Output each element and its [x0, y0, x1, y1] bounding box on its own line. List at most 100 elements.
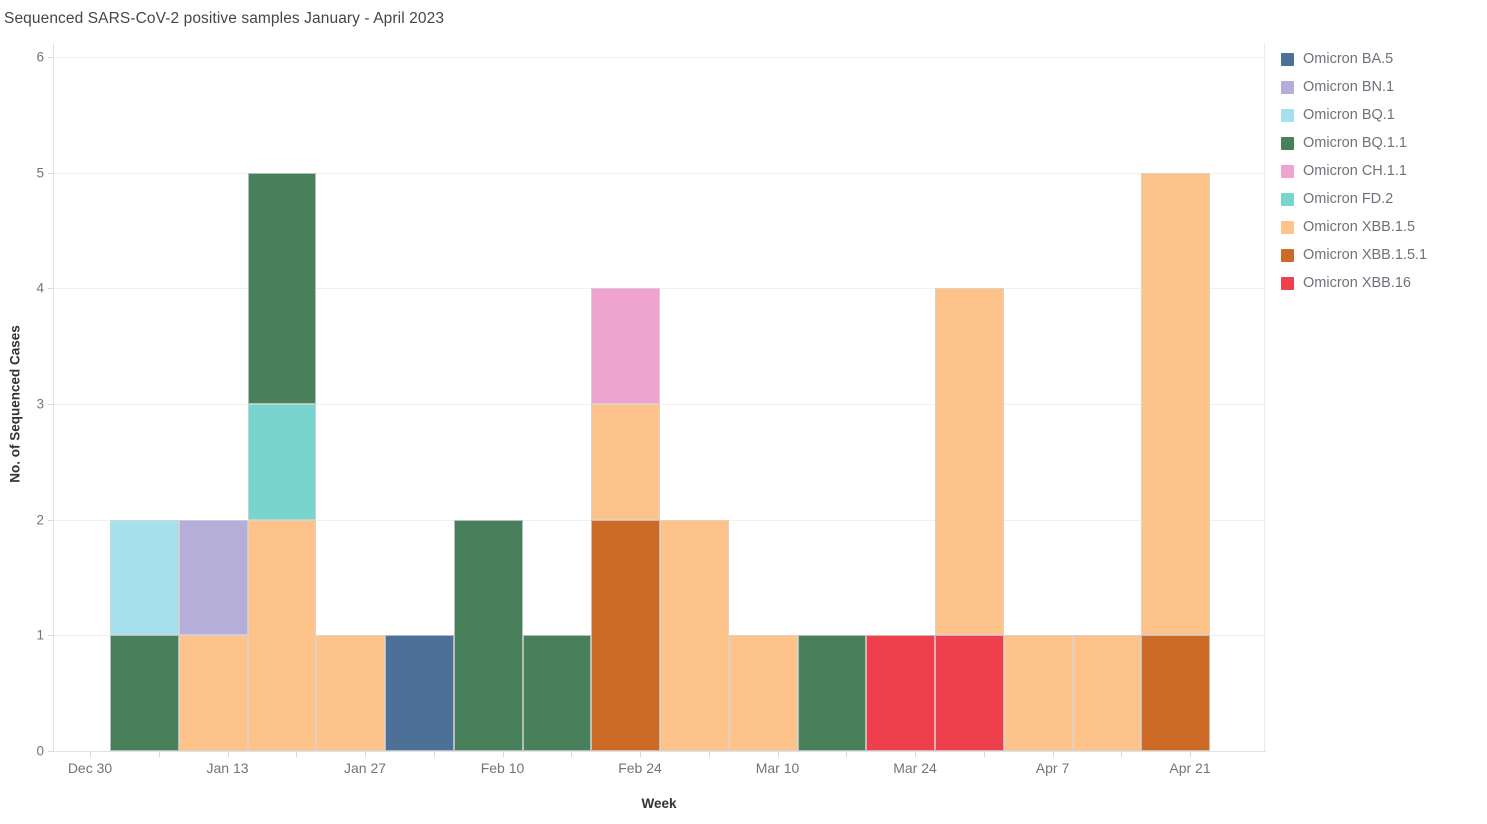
legend-swatch-omicron-xbb-16	[1281, 276, 1294, 290]
x-tick-mark	[915, 752, 916, 757]
x-tick-mark	[1121, 752, 1123, 757]
plot-right-border	[1264, 43, 1265, 751]
y-tick-mark	[48, 751, 53, 752]
x-tick-label: Dec 30	[67, 760, 113, 776]
legend-swatch-omicron-fd-2	[1281, 192, 1294, 206]
segment-omicron-xbb-1-5[interactable]	[316, 635, 385, 751]
legend: Omicron BA.5 Omicron BN.1 Omicron BQ.1 Omic…	[1281, 45, 1427, 297]
legend-label: Omicron BQ.1	[1303, 107, 1395, 123]
segment-omicron-bq-1-1[interactable]	[797, 635, 867, 751]
segment-omicron-xbb-1-5-1[interactable]	[591, 519, 660, 751]
x-tick-label: Apr 21	[1169, 760, 1211, 776]
y-tick-label: 5	[36, 165, 44, 181]
bar-week-feb-24	[591, 288, 660, 751]
legend-item-omicron-fd-2[interactable]: Omicron FD.2	[1281, 185, 1427, 213]
legend-swatch-omicron-xbb-1-5-1	[1281, 248, 1294, 262]
segment-omicron-bq-1-1[interactable]	[522, 635, 592, 751]
y-tick-mark	[48, 635, 53, 637]
y-tick-label: 3	[36, 396, 44, 412]
legend-label: Omicron BA.5	[1303, 51, 1394, 67]
x-tick-label: Mar 24	[893, 760, 937, 776]
bar-week-mar-3	[660, 519, 729, 751]
bar-week-feb-3	[385, 635, 454, 751]
legend-label: Omicron XBB.1.5	[1303, 219, 1416, 235]
y-axis-title: No. of Sequenced Cases	[7, 325, 23, 483]
legend-label: Omicron XBB.1.5.1	[1303, 247, 1428, 263]
legend-item-omicron-bq-1-1[interactable]: Omicron BQ.1.1	[1281, 129, 1427, 157]
y-tick-label: 1	[36, 627, 44, 643]
segment-omicron-xbb-16[interactable]	[935, 635, 1004, 751]
legend-item-omicron-xbb-16[interactable]: Omicron XBB.16	[1281, 269, 1427, 297]
legend-label: Omicron CH.1.1	[1303, 163, 1407, 179]
segment-omicron-bn-1[interactable]	[178, 519, 248, 636]
y-tick-label: 4	[36, 280, 44, 296]
segment-omicron-xbb-16[interactable]	[866, 635, 935, 751]
x-tick-mark	[1190, 752, 1191, 757]
segment-omicron-ba-5[interactable]	[385, 635, 454, 751]
bar-week-mar-10	[728, 635, 798, 751]
x-tick-mark	[90, 752, 91, 757]
legend-label: Omicron BN.1	[1303, 79, 1395, 95]
legend-item-omicron-ba-5[interactable]: Omicron BA.5	[1281, 45, 1427, 73]
legend-label: Omicron XBB.16	[1303, 275, 1411, 291]
segment-omicron-xbb-1-5[interactable]	[1003, 635, 1073, 751]
x-tick-mark	[296, 752, 298, 757]
legend-label: Omicron FD.2	[1303, 191, 1394, 207]
x-tick-label: Mar 10	[755, 760, 800, 776]
legend-item-omicron-xbb-1-5[interactable]: Omicron XBB.1.5	[1281, 213, 1427, 241]
x-tick-label: Feb 24	[618, 760, 662, 776]
segment-omicron-fd-2[interactable]	[247, 404, 317, 520]
plot-area	[53, 43, 1265, 751]
segment-omicron-bq-1-1[interactable]	[453, 519, 523, 751]
x-tick-mark	[502, 752, 504, 757]
segment-omicron-bq-1[interactable]	[110, 519, 179, 636]
y-tick-mark	[48, 404, 53, 405]
segment-omicron-xbb-1-5[interactable]	[728, 635, 798, 751]
bar-week-jan-27	[316, 635, 385, 751]
bar-week-feb-10	[453, 519, 523, 751]
bar-week-apr-7	[1003, 635, 1073, 751]
segment-omicron-ch-1-1[interactable]	[591, 288, 660, 404]
chart-title: Sequenced SARS-CoV-2 positive samples Ja…	[4, 10, 445, 27]
x-tick-mark	[365, 752, 366, 757]
bar-week-apr-14	[1072, 635, 1142, 751]
segment-omicron-xbb-1-5[interactable]	[660, 519, 729, 751]
legend-item-omicron-bq-1[interactable]: Omicron BQ.1	[1281, 101, 1427, 129]
x-tick-label: Jan 27	[343, 760, 387, 776]
x-tick-mark	[640, 752, 641, 757]
legend-swatch-omicron-ba-5	[1281, 52, 1294, 66]
legend-swatch-omicron-xbb-1-5	[1281, 220, 1294, 234]
legend-swatch-omicron-bq-1-1	[1281, 136, 1294, 150]
legend-item-omicron-xbb-1-5-1[interactable]: Omicron XBB.1.5.1	[1281, 241, 1427, 269]
x-tick-mark	[433, 752, 435, 757]
segment-omicron-xbb-1-5-1[interactable]	[1141, 635, 1210, 751]
bar-week-mar-24	[866, 635, 935, 751]
segment-omicron-xbb-1-5[interactable]	[178, 635, 248, 751]
x-tick-mark	[227, 752, 229, 757]
legend-item-omicron-bn-1[interactable]: Omicron BN.1	[1281, 73, 1427, 101]
segment-omicron-xbb-1-5[interactable]	[247, 519, 317, 751]
legend-swatch-omicron-bq-1	[1281, 108, 1294, 122]
x-tick-mark	[708, 752, 710, 757]
x-tick-mark	[1052, 752, 1054, 757]
y-tick-label: 2	[36, 512, 44, 528]
legend-item-omicron-ch-1-1[interactable]: Omicron CH.1.1	[1281, 157, 1427, 185]
segment-omicron-bq-1-1[interactable]	[110, 635, 179, 751]
segment-omicron-bq-1-1[interactable]	[247, 172, 317, 404]
segment-omicron-xbb-1-5[interactable]	[1141, 172, 1210, 636]
y-tick-mark	[48, 519, 53, 521]
y-tick-mark	[48, 57, 53, 58]
bar-week-apr-21	[1141, 172, 1210, 751]
y-tick-label: 0	[36, 743, 44, 759]
gridline	[53, 172, 1265, 174]
x-tick-mark	[571, 752, 573, 757]
x-tick-mark	[777, 752, 779, 757]
legend-swatch-omicron-bn-1	[1281, 80, 1294, 94]
segment-omicron-xbb-1-5[interactable]	[591, 404, 660, 520]
segment-omicron-xbb-1-5[interactable]	[1072, 635, 1142, 751]
legend-swatch-omicron-ch-1-1	[1281, 164, 1294, 178]
y-tick-mark	[48, 288, 53, 290]
segment-omicron-xbb-1-5[interactable]	[935, 288, 1004, 636]
y-axis-line	[53, 43, 54, 751]
